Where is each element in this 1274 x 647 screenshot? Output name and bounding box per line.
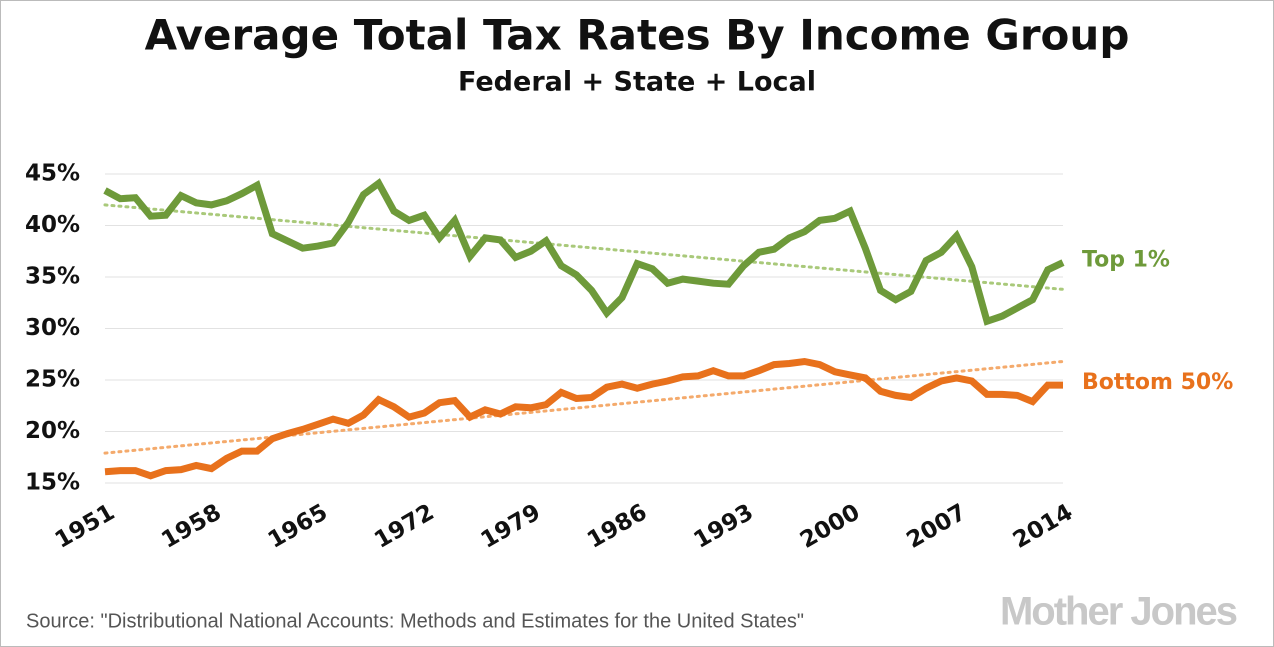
source: Source: "Distributional National Account… <box>26 610 804 632</box>
y-tick-label: 40% <box>25 212 80 238</box>
y-tick-label: 35% <box>25 264 80 290</box>
chart-title: Average Total Tax Rates By Income Group <box>145 11 1130 60</box>
y-tick-label: 25% <box>25 367 80 393</box>
series-label: Bottom 50% <box>1082 370 1233 395</box>
trend-line <box>103 359 1065 455</box>
chart-subtitle: Federal + State + Local <box>458 67 816 98</box>
y-tick-label: 15% <box>25 470 80 496</box>
y-tick-label: 45% <box>25 161 80 187</box>
series-line <box>103 178 1065 326</box>
series-label: Top 1% <box>1082 248 1170 273</box>
series-line <box>104 357 1063 480</box>
logo: Mother Jones <box>1000 590 1237 634</box>
y-tick-label: 30% <box>25 315 80 341</box>
y-tick-label: 20% <box>25 418 80 444</box>
